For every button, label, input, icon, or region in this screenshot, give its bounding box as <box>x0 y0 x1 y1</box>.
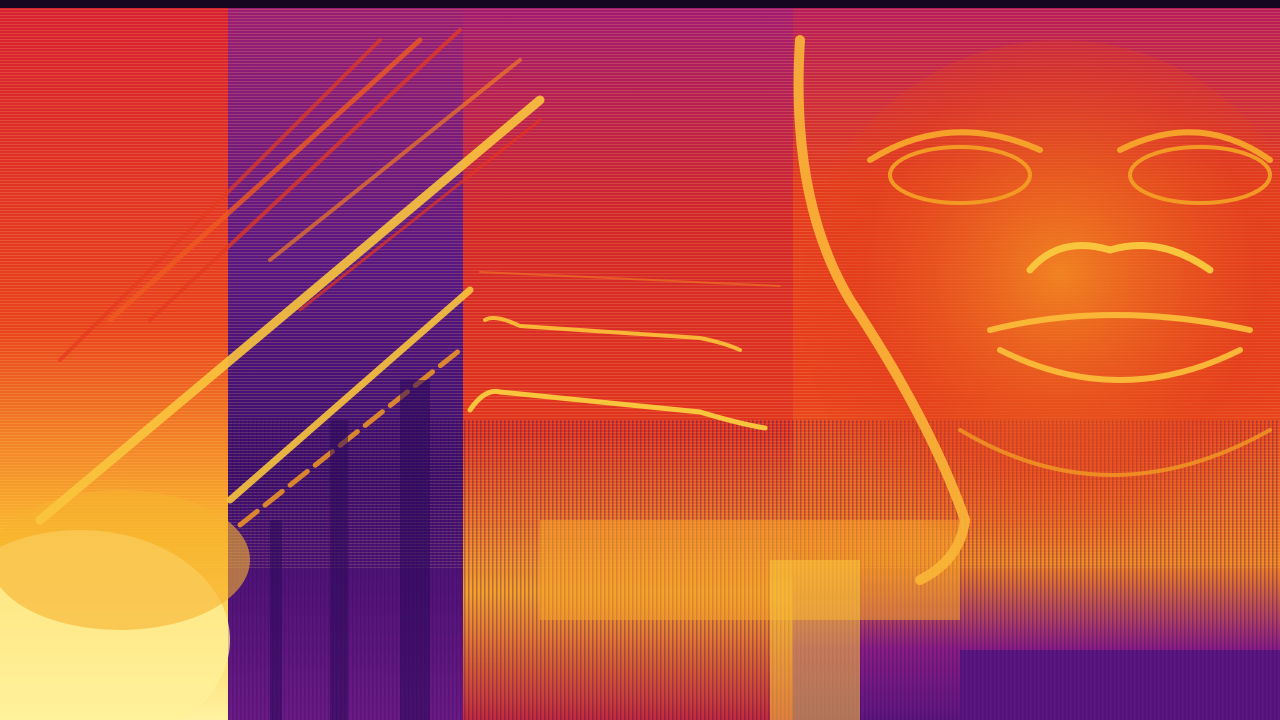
chirp-6 <box>58 38 382 362</box>
chirp-5 <box>148 28 462 322</box>
face-pattern <box>793 35 1280 585</box>
chirp-2 <box>226 286 474 504</box>
face-eye-left <box>888 145 1032 205</box>
chirp-3 <box>237 347 463 528</box>
face-left-contour <box>793 35 971 585</box>
top-dark-band <box>0 0 1280 8</box>
face-glow <box>800 40 1280 560</box>
dark-streak <box>270 520 282 720</box>
tonal-glides <box>467 271 781 431</box>
left-peak-blob <box>0 490 250 630</box>
chirp-4 <box>107 37 423 323</box>
face-mouth-upper <box>987 312 1253 333</box>
dark-streak <box>400 380 430 720</box>
face-chin <box>958 428 1272 477</box>
chirp-1 <box>35 95 545 525</box>
chirp-7 <box>268 58 522 262</box>
dark-streak <box>330 420 348 720</box>
glide-faint <box>479 271 781 287</box>
center-bright-streak <box>770 560 860 720</box>
diagonal-chirps <box>35 28 545 528</box>
face-eye-right <box>1128 145 1272 205</box>
face-brow-right <box>1117 129 1273 163</box>
dark-vertical-streaks <box>270 380 430 720</box>
face-brow-left <box>867 129 1043 163</box>
glide-lower <box>467 388 768 431</box>
face-mouth-lower <box>997 347 1243 383</box>
center-noise-band <box>540 520 960 620</box>
chirp-8 <box>298 118 542 312</box>
glide-upper <box>483 316 742 352</box>
face-nose <box>1026 242 1214 274</box>
